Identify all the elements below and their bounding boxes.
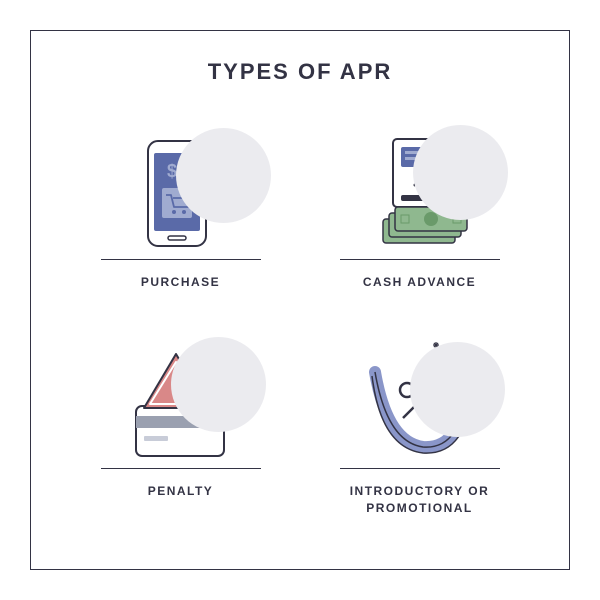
cell-purchase: $ bbox=[81, 115, 280, 304]
label-purchase: PURCHASE bbox=[141, 274, 220, 304]
promo-icon bbox=[345, 342, 495, 462]
baseline bbox=[101, 468, 261, 469]
cell-cash: CASH ADVANCE bbox=[320, 115, 519, 304]
label-promo: INTRODUCTORY ORPROMOTIONAL bbox=[350, 483, 490, 513]
label-penalty: PENALTY bbox=[148, 483, 214, 513]
grid: $ bbox=[31, 85, 569, 553]
label-cash: CASH ADVANCE bbox=[363, 274, 476, 304]
frame: TYPES OF APR $ bbox=[30, 30, 570, 570]
penalty-icon bbox=[106, 342, 256, 462]
page-title: TYPES OF APR bbox=[31, 59, 569, 85]
baseline bbox=[340, 468, 500, 469]
svg-text:$: $ bbox=[167, 161, 177, 181]
cash-icon bbox=[345, 133, 495, 253]
purchase-icon: $ bbox=[106, 133, 256, 253]
baseline bbox=[101, 259, 261, 260]
baseline bbox=[340, 259, 500, 260]
cell-promo: INTRODUCTORY ORPROMOTIONAL bbox=[320, 324, 519, 513]
cell-penalty: PENALTY bbox=[81, 324, 280, 513]
